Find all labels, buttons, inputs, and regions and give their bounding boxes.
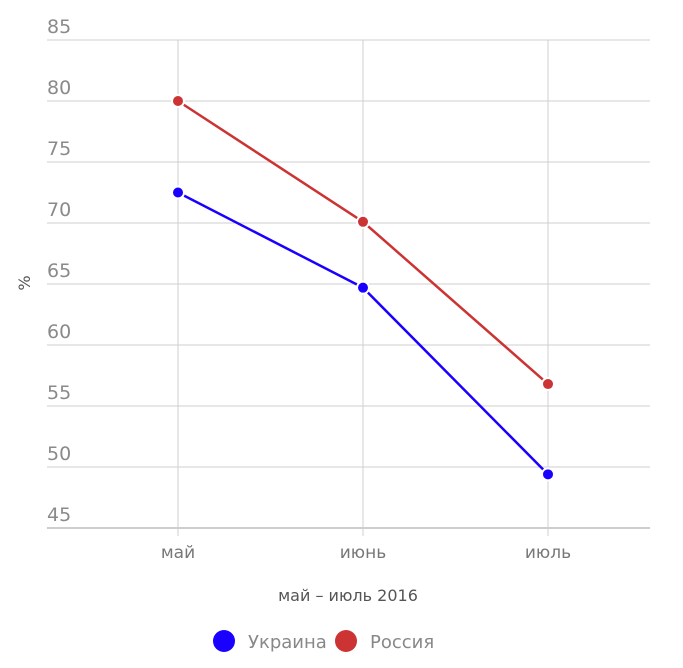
x-tick-label: май [161, 543, 195, 563]
legend-item-2[interactable]: Россия [335, 630, 434, 653]
y-tick-label: 75 [47, 138, 71, 160]
x-tick-label: июнь [340, 543, 387, 563]
series-point[interactable] [171, 185, 185, 200]
series-point[interactable] [171, 94, 185, 108]
legend-marker [213, 630, 235, 652]
y-tick-label: 60 [47, 321, 71, 343]
y-tick-label: 80 [47, 77, 71, 99]
y-tick-label: 45 [47, 504, 71, 526]
legend[interactable]: Украина Россия [213, 630, 434, 653]
legend-item-1[interactable]: Украина [213, 630, 327, 653]
y-tick-label: 70 [47, 199, 71, 221]
legend-label: Украина [248, 632, 327, 653]
series-point[interactable] [356, 214, 370, 229]
legend-marker [335, 630, 357, 652]
series-point[interactable] [541, 467, 555, 482]
series-layer [171, 94, 555, 482]
y-tick-label: 50 [47, 443, 71, 465]
y-tick-labels: 45 50 55 60 65 70 75 80 85 [47, 16, 71, 526]
x-axis-title: май – июль 2016 [278, 586, 418, 605]
y-tick-label: 55 [47, 382, 71, 404]
y-tick-label: 85 [47, 16, 71, 38]
legend-label: Россия [370, 632, 434, 653]
x-tick-label: июль [525, 543, 571, 563]
y-axis-label: % [15, 275, 34, 290]
y-tick-label: 65 [47, 260, 71, 282]
series-point[interactable] [541, 377, 555, 392]
x-tick-labels: май июнь июль [161, 543, 571, 563]
series-point[interactable] [356, 280, 370, 295]
grid [47, 39, 650, 536]
